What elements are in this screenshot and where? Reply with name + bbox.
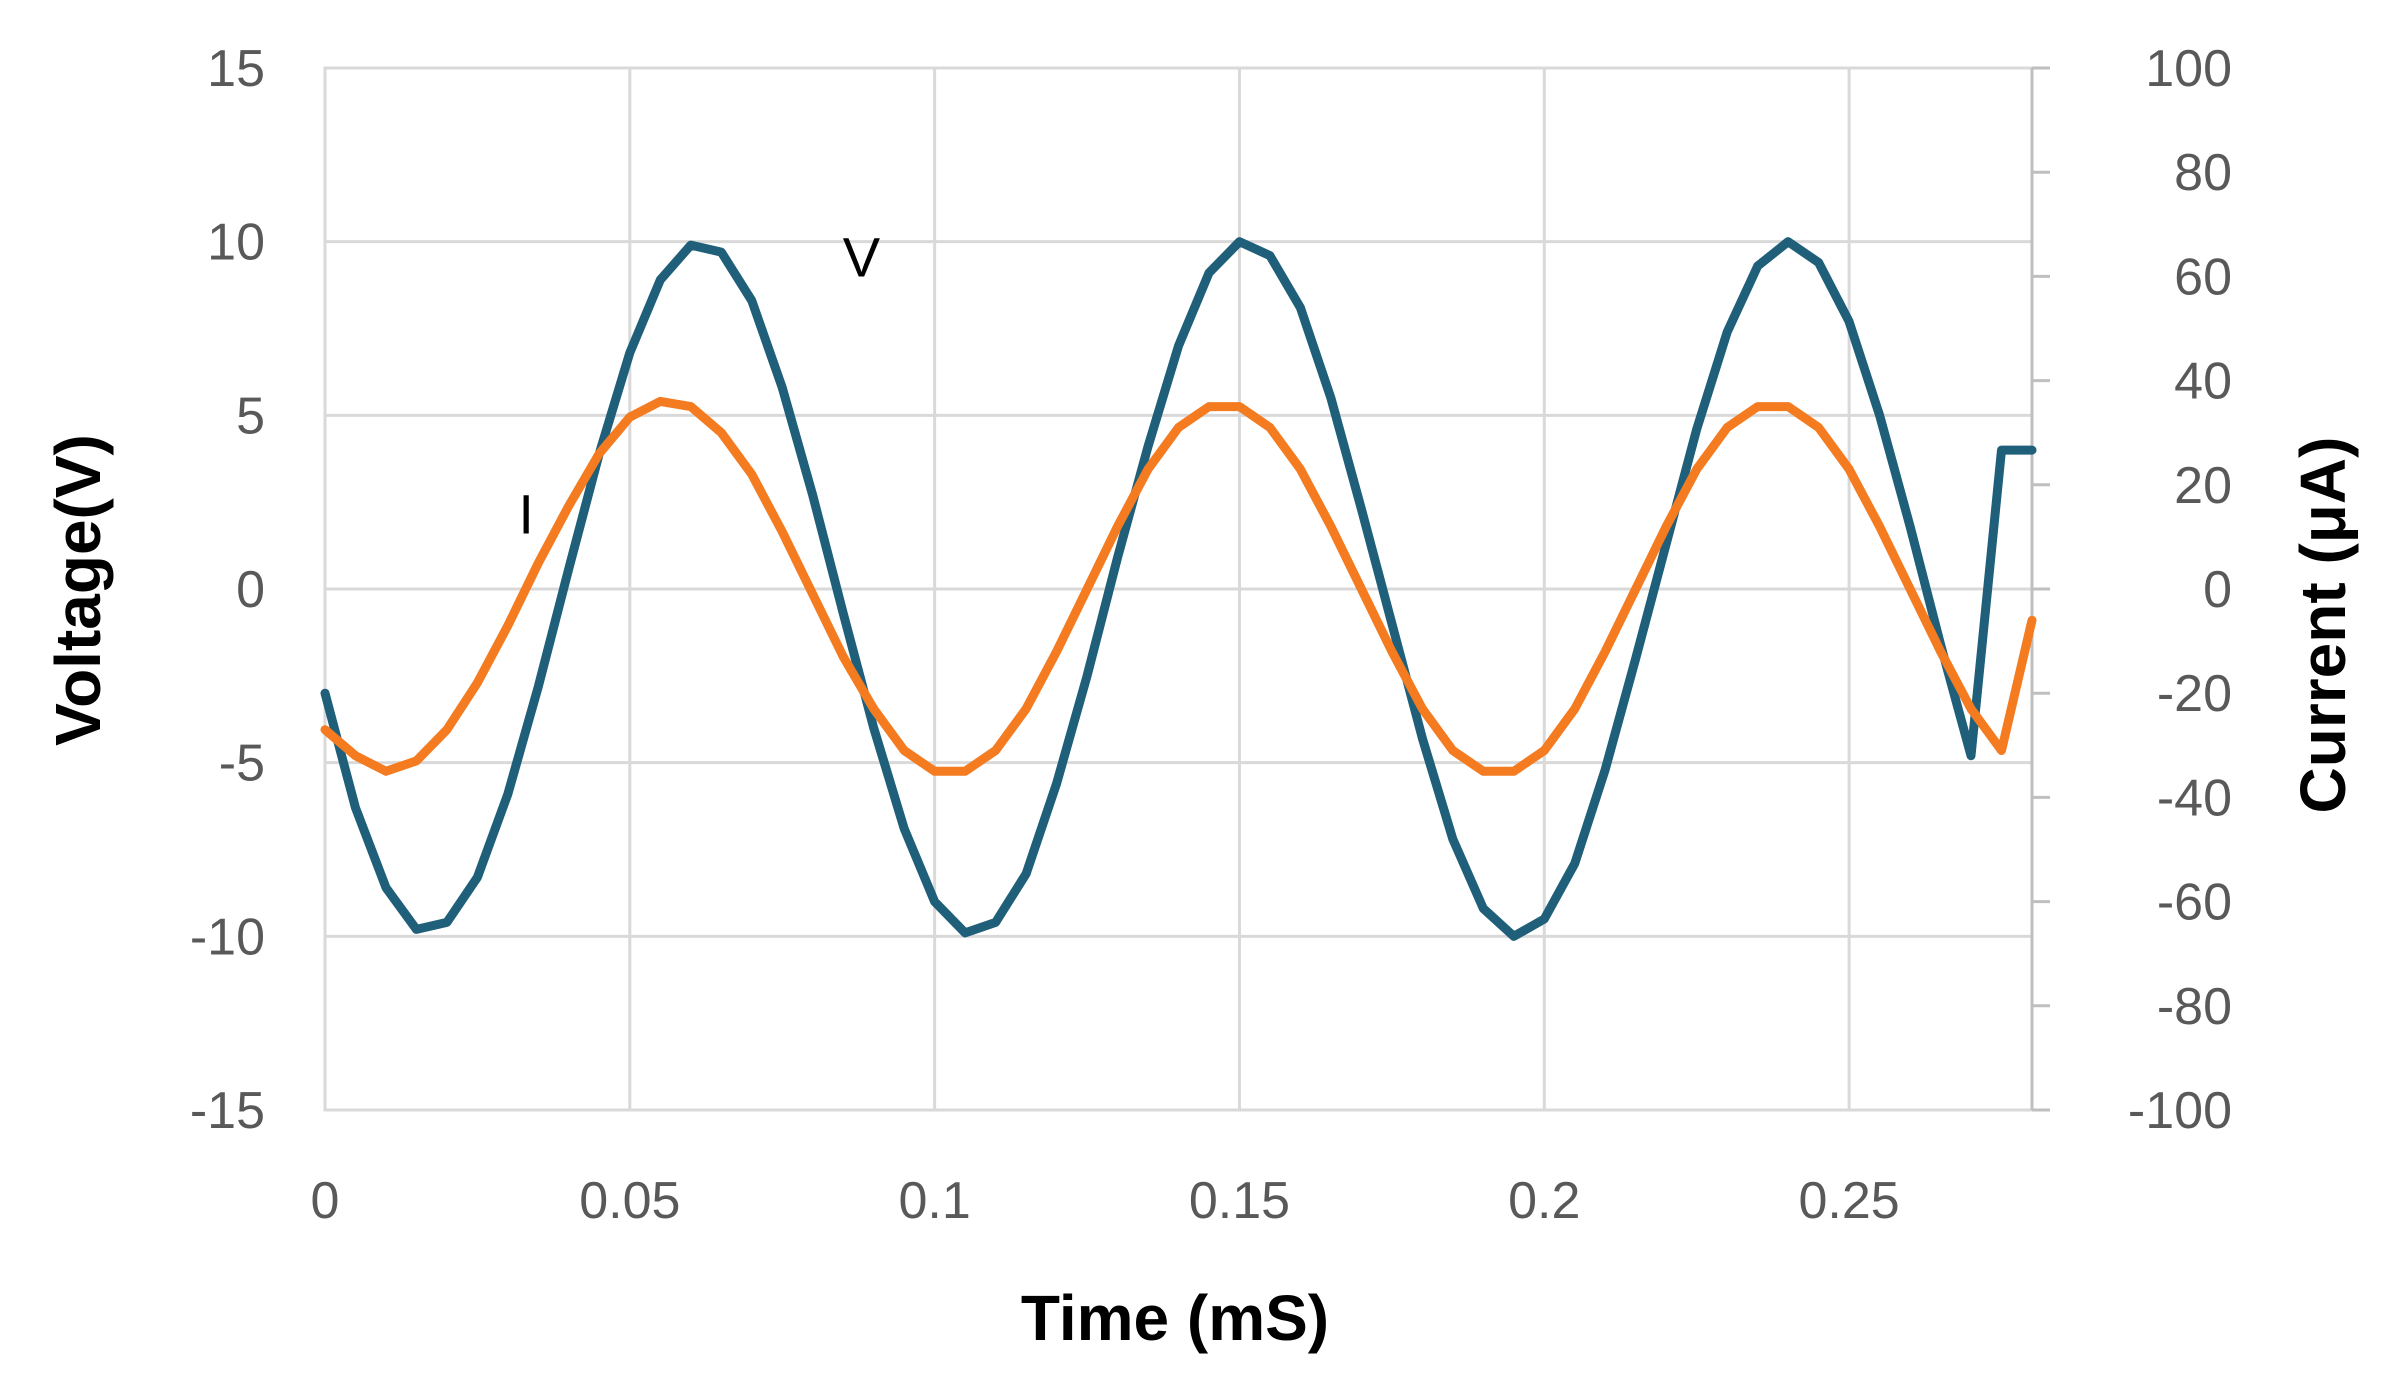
y-right-tick-label: 80 bbox=[2174, 144, 2232, 202]
x-tick-label: 0.05 bbox=[579, 1172, 680, 1230]
y-axis-left-title: Voltage(V) bbox=[42, 434, 114, 746]
grid bbox=[323, 66, 2050, 1112]
y-left-tick-label: -15 bbox=[190, 1082, 265, 1140]
y-left-tick-label: -5 bbox=[219, 735, 265, 793]
y-right-tick-label: 60 bbox=[2174, 248, 2232, 306]
ticks: 15 10 5 0 -5 -10 -15 0 0.05 0.1 0.15 0.2 0.25 100 80 60… bbox=[190, 40, 2232, 1230]
y-right-tick-label: -60 bbox=[2157, 874, 2232, 932]
series-layer bbox=[320, 237, 2037, 941]
x-tick-label: 0.1 bbox=[898, 1172, 970, 1230]
x-tick-label: 0 bbox=[311, 1172, 340, 1230]
y-left-tick-label: 5 bbox=[236, 387, 265, 445]
y-left-tick-label: 15 bbox=[207, 40, 265, 98]
x-tick-label: 0.2 bbox=[1508, 1172, 1580, 1230]
series-annotation-V: V bbox=[843, 225, 881, 288]
y-right-tick-label: -20 bbox=[2157, 665, 2232, 723]
y-right-tick-label: -80 bbox=[2157, 978, 2232, 1036]
x-tick-label: 0.15 bbox=[1189, 1172, 1290, 1230]
y-right-tick-label: 40 bbox=[2174, 353, 2232, 411]
series-annotation-I: I bbox=[518, 482, 534, 545]
series-line-I bbox=[320, 396, 2037, 776]
y-right-tick-label: 20 bbox=[2174, 457, 2232, 515]
y-right-tick-label: -40 bbox=[2157, 769, 2232, 827]
y-left-tick-label: 0 bbox=[236, 561, 265, 619]
y-left-tick-label: 10 bbox=[207, 214, 265, 272]
x-axis-title: Time (mS) bbox=[1021, 1282, 1329, 1354]
y-right-tick-label: 0 bbox=[2203, 561, 2232, 619]
x-tick-label: 0.25 bbox=[1798, 1172, 1899, 1230]
annotations: VI bbox=[518, 225, 880, 545]
series-line-V bbox=[320, 237, 2037, 941]
y-right-tick-label: 100 bbox=[2145, 40, 2232, 98]
y-axis-right-title: Current (μA) bbox=[2287, 437, 2359, 814]
y-left-tick-label: -10 bbox=[190, 908, 265, 966]
y-right-tick-label: -100 bbox=[2128, 1082, 2232, 1140]
